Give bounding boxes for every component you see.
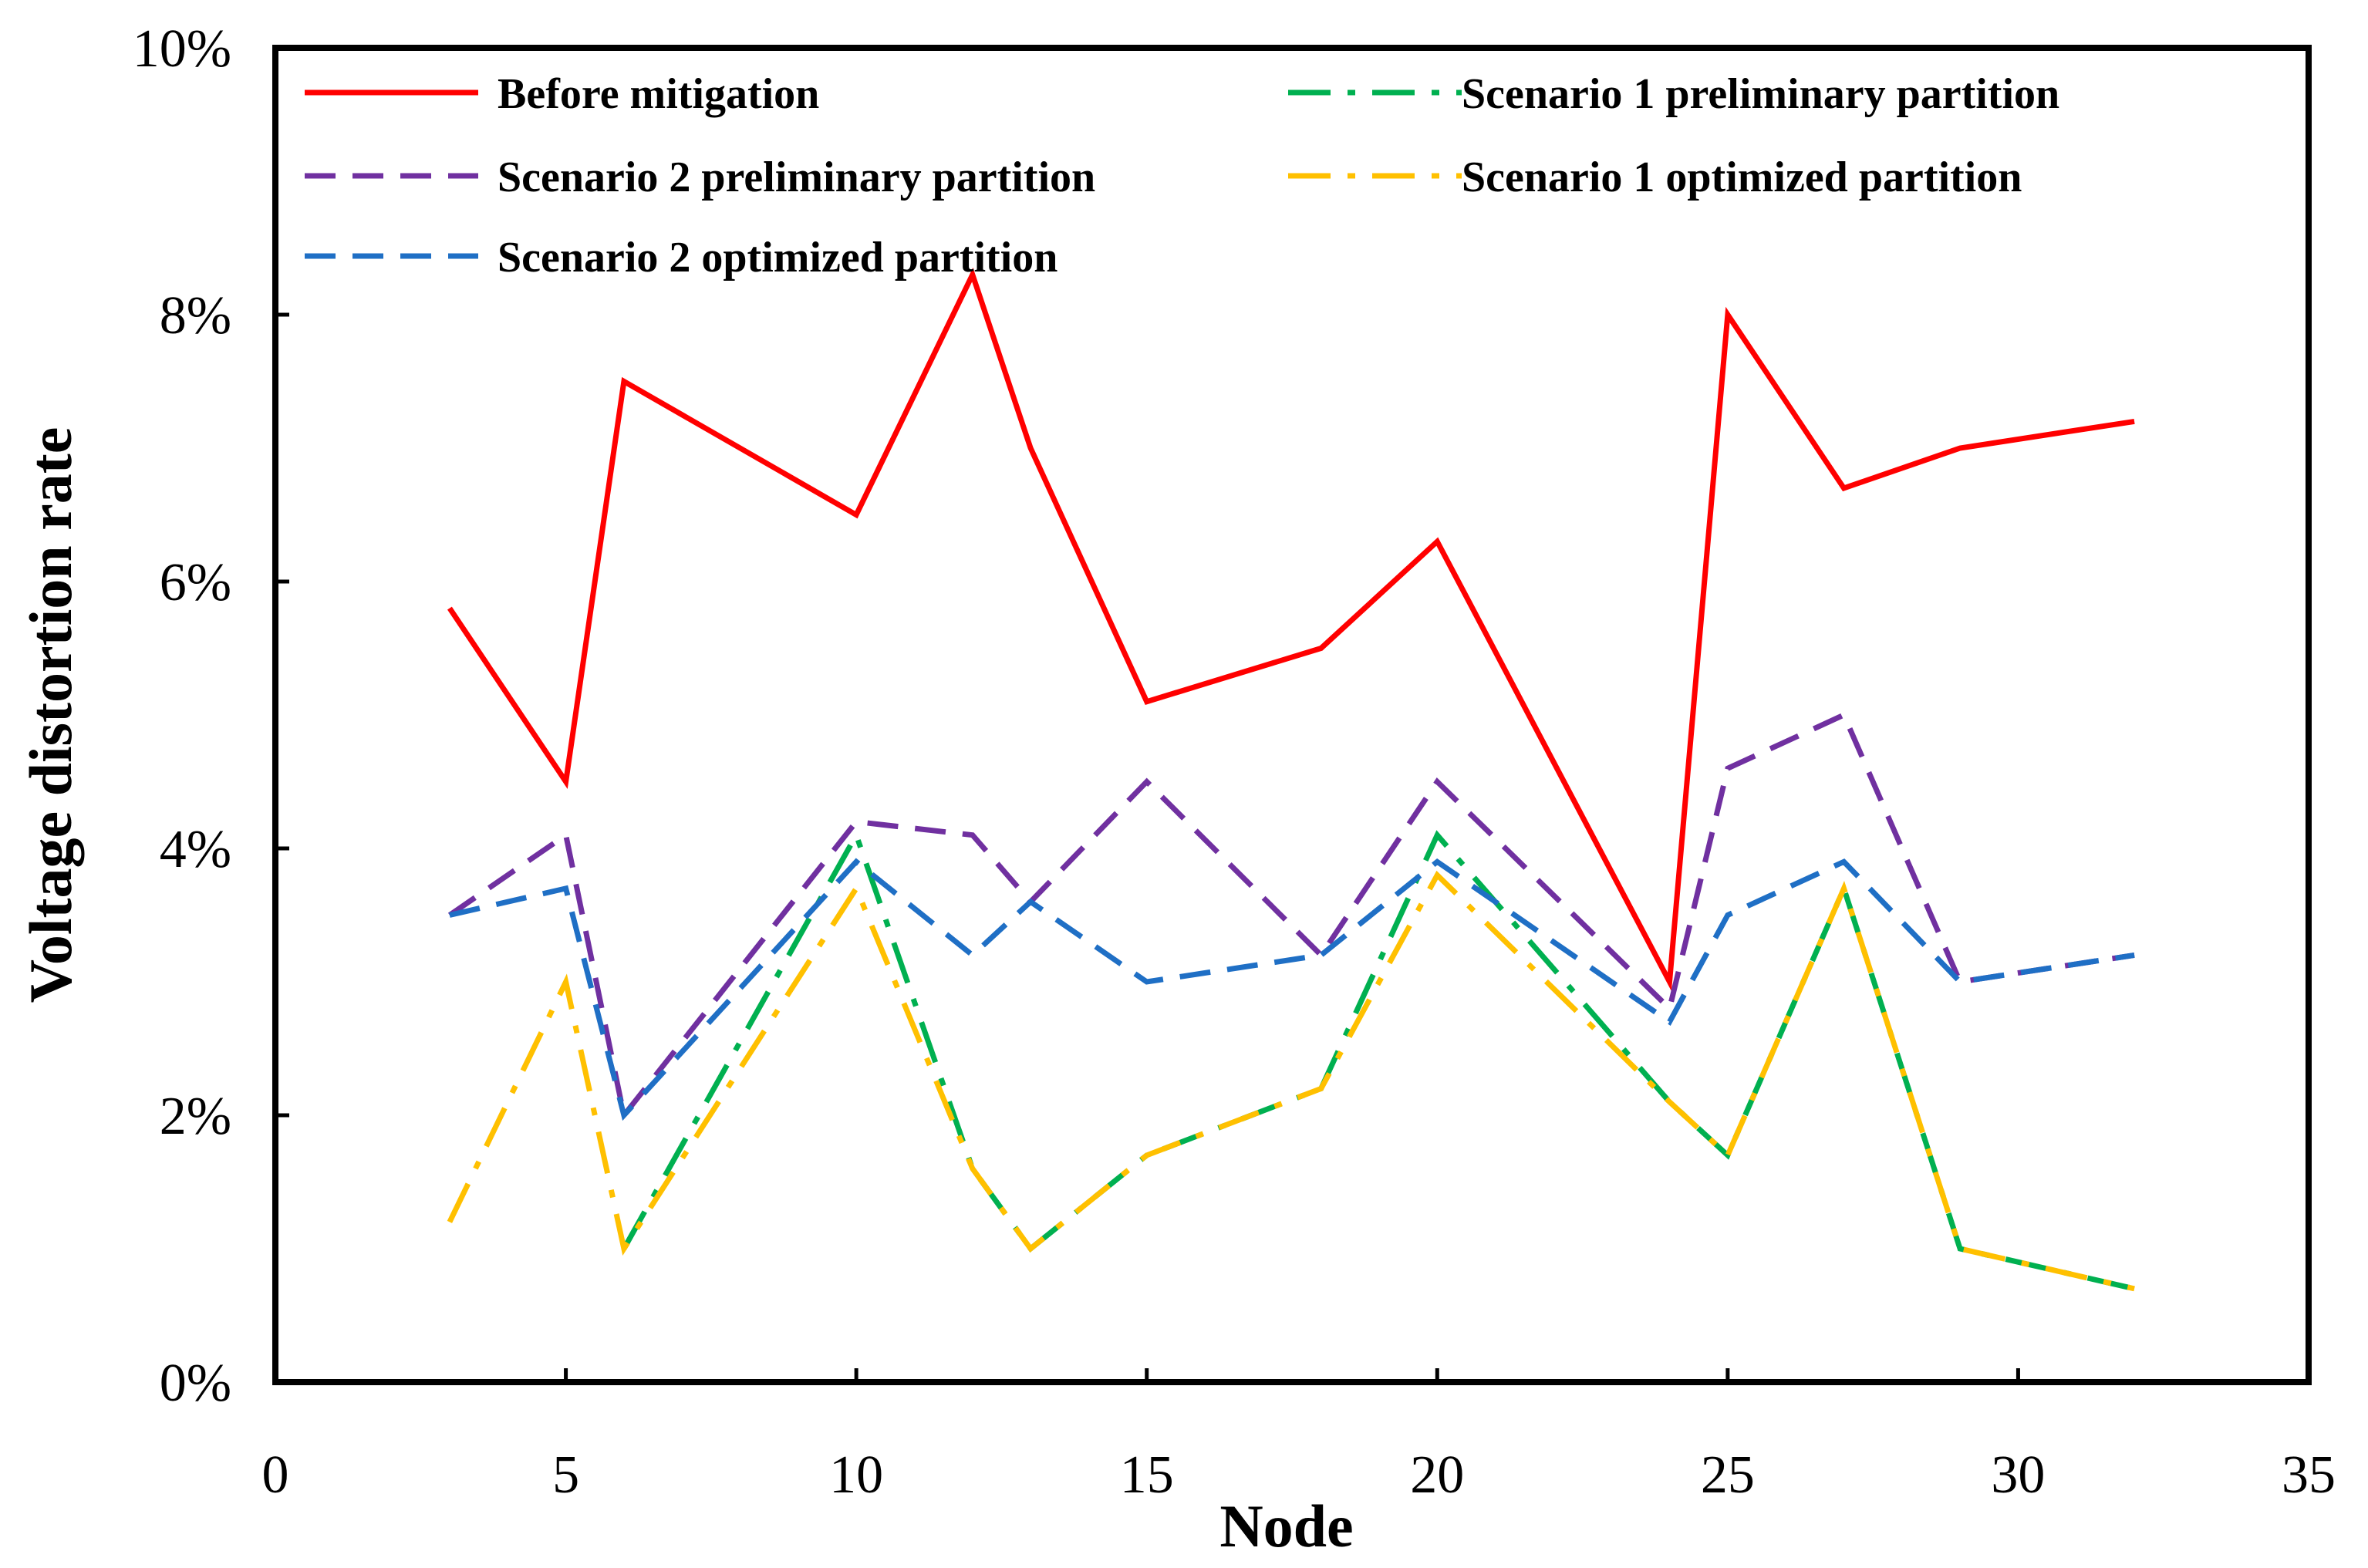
series-line-5 <box>449 858 2135 1121</box>
x-tick-label: 0 <box>262 1445 289 1505</box>
y-tick-label: 2% <box>160 1087 231 1146</box>
x-tick-label: 20 <box>1410 1445 1464 1505</box>
y-tick-label: 6% <box>160 553 231 612</box>
series-line-4 <box>447 870 2135 1292</box>
plot-area-frame <box>272 45 2312 1385</box>
x-tick-label: 35 <box>2282 1445 2336 1505</box>
x-tick-label: 5 <box>552 1445 579 1505</box>
x-tick-label: 25 <box>1701 1445 1755 1505</box>
axis-layer: 0 5 10 15 20 25 30 35 0% 2% 4% 6% 8% 10% <box>133 19 2336 1505</box>
x-axis-title: Node <box>1219 1492 1353 1560</box>
x-tick-label: 15 <box>1120 1445 1174 1505</box>
legend-label: Scenario 1 optimized partition <box>1462 153 2022 201</box>
series-layer <box>447 267 2135 1292</box>
series-line-1 <box>447 267 2135 992</box>
y-axis-title: Voltage distortion rate <box>17 427 84 1003</box>
legend-label: Before mitigation <box>498 70 819 118</box>
x-tick-label: 10 <box>829 1445 883 1505</box>
legend-label: Scenario 2 optimized partition <box>498 234 1058 282</box>
series-line-3 <box>447 711 2135 1122</box>
legend-label: Scenario 2 preliminary partition <box>498 153 1095 201</box>
y-tick-label: 0% <box>160 1354 231 1413</box>
legend-label: Scenario 1 preliminary partition <box>1462 70 2059 118</box>
x-tick-label: 30 <box>1991 1445 2045 1505</box>
y-tick-label: 4% <box>160 820 231 879</box>
legend: Before mitigation Scenario 1 preliminary … <box>305 70 2059 282</box>
y-tick-label: 8% <box>160 286 231 346</box>
y-tick-label: 10% <box>133 19 231 79</box>
series-line-2 <box>621 828 2135 1292</box>
